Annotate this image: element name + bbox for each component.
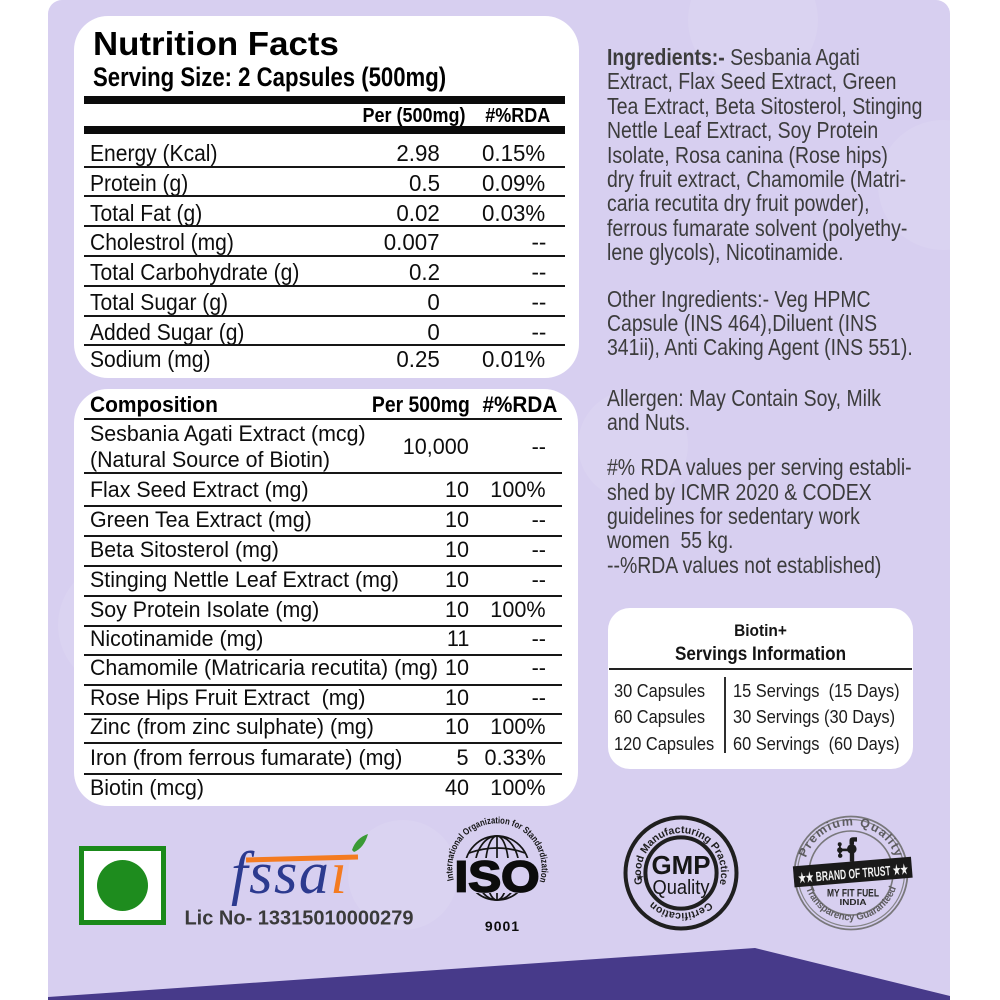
svg-text:GMP: GMP [652, 850, 711, 880]
svg-text:fssaı: fssaı [231, 840, 349, 906]
svg-text:★: ★ [636, 873, 645, 884]
svg-text:Quality: Quality [653, 876, 711, 899]
svg-text:9001: 9001 [485, 918, 520, 934]
svg-text:Certification: Certification [647, 899, 715, 922]
svg-text:INDIA: INDIA [840, 897, 867, 907]
svg-text:Lic No- 13315010000279: Lic No- 13315010000279 [184, 908, 413, 930]
svg-text:ISO: ISO [455, 853, 540, 902]
svg-text:MY FIT FUEL: MY FIT FUEL [827, 887, 879, 899]
